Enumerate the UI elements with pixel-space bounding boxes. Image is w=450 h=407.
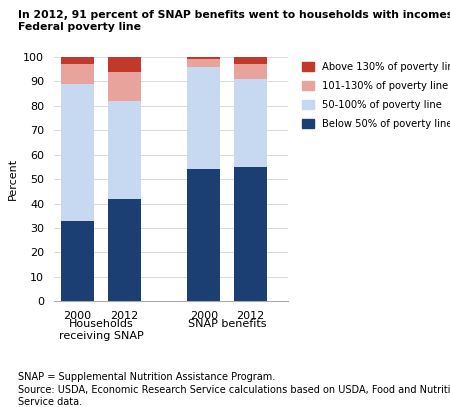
Text: Service data.: Service data. bbox=[18, 397, 82, 407]
Bar bbox=[61, 64, 94, 84]
Bar bbox=[187, 57, 220, 59]
Bar bbox=[108, 72, 140, 101]
Bar bbox=[234, 64, 267, 79]
Bar bbox=[187, 67, 220, 169]
Bar bbox=[234, 167, 267, 301]
Bar bbox=[234, 79, 267, 167]
Legend: Above 130% of poverty line, 101-130% of poverty line, 50-100% of poverty line, B: Above 130% of poverty line, 101-130% of … bbox=[302, 62, 450, 129]
Bar bbox=[108, 199, 140, 301]
Text: SNAP = Supplemental Nutrition Assistance Program.: SNAP = Supplemental Nutrition Assistance… bbox=[18, 372, 275, 383]
Y-axis label: Percent: Percent bbox=[8, 158, 18, 200]
Bar bbox=[61, 57, 94, 64]
Bar bbox=[108, 101, 140, 199]
Bar bbox=[234, 57, 267, 64]
Bar bbox=[61, 221, 94, 301]
Text: Source: USDA, Economic Research Service calculations based on USDA, Food and Nut: Source: USDA, Economic Research Service … bbox=[18, 385, 450, 395]
Bar bbox=[187, 59, 220, 67]
Text: Federal poverty line: Federal poverty line bbox=[18, 22, 141, 33]
Text: Households
receiving SNAP: Households receiving SNAP bbox=[59, 319, 144, 341]
Text: SNAP benefits: SNAP benefits bbox=[188, 319, 266, 330]
Bar bbox=[108, 57, 140, 72]
Text: In 2012, 91 percent of SNAP benefits went to households with incomes at or below: In 2012, 91 percent of SNAP benefits wen… bbox=[18, 10, 450, 20]
Bar bbox=[61, 84, 94, 221]
Bar bbox=[187, 169, 220, 301]
